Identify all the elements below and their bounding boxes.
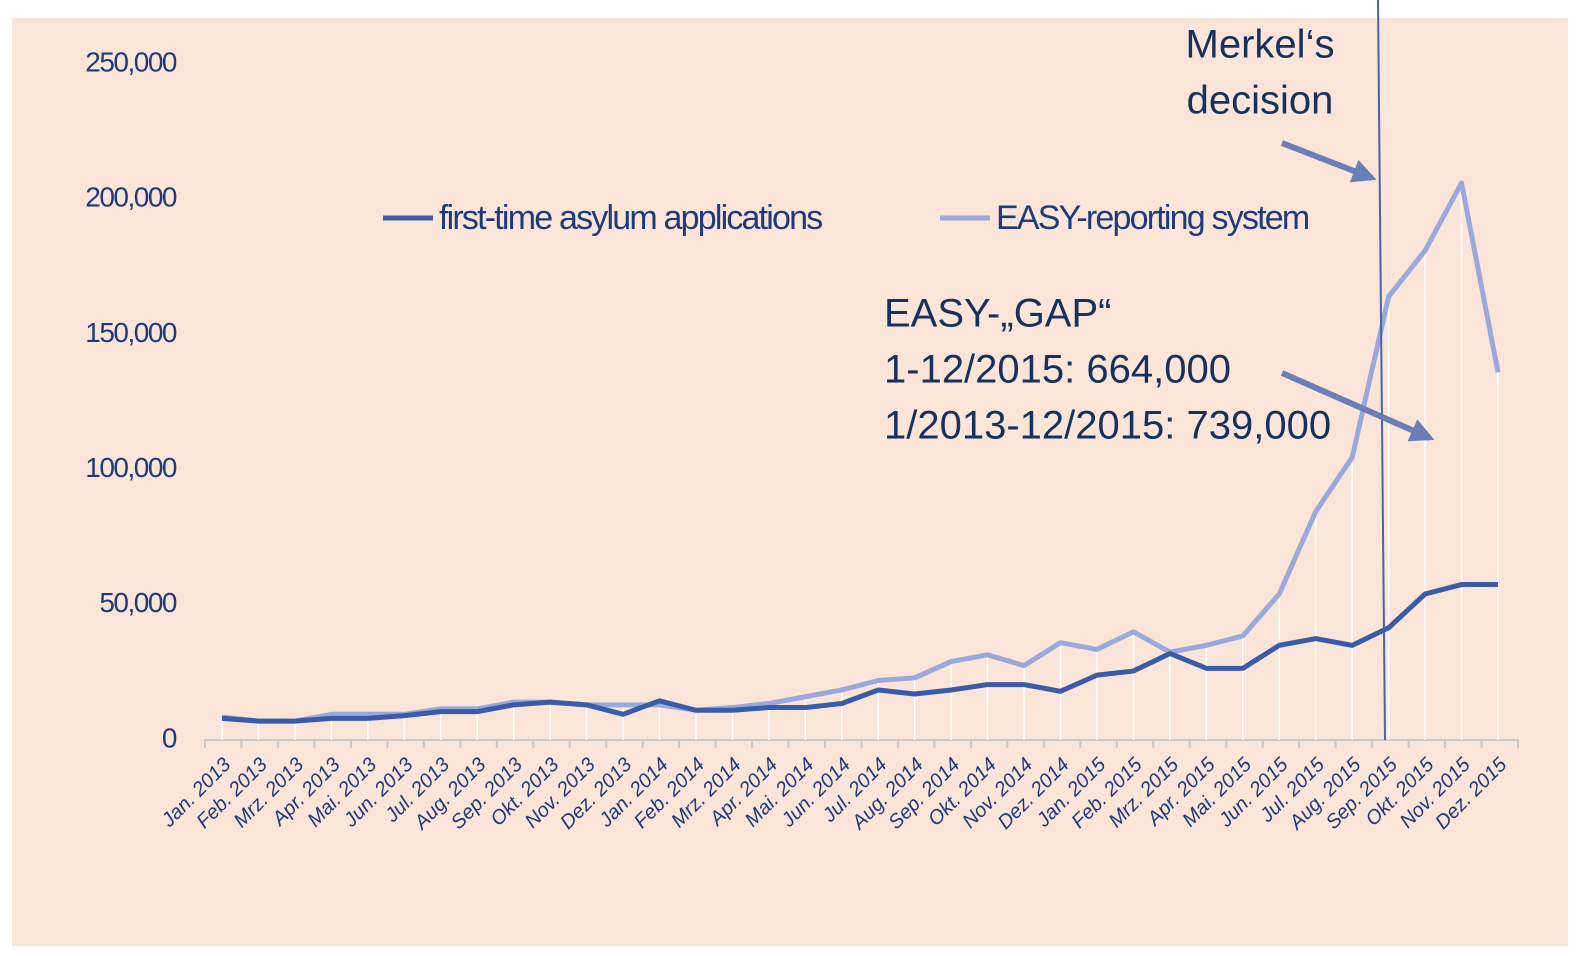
annotation: Merkel‘s — [1186, 23, 1335, 67]
decision-line — [1377, 0, 1386, 741]
series-line — [221, 582, 1498, 724]
y-tick-label: 100,000 — [85, 452, 177, 483]
y-tick-label: 150,000 — [85, 317, 177, 348]
arrow — [1280, 370, 1435, 442]
legend-label: EASY-reporting system — [996, 199, 1309, 237]
legend-label: first-time asylum applications — [439, 199, 822, 237]
plot-background — [12, 18, 1568, 946]
y-tick-label: 200,000 — [85, 182, 177, 213]
annotation: EASY-„GAP“ — [884, 292, 1111, 336]
annotation: decision — [1187, 79, 1334, 123]
y-tick-label: 0 — [162, 722, 177, 753]
annotation: 1-12/2015: 664,000 — [884, 348, 1231, 392]
annotation: 1/2013-12/2015: 739,000 — [884, 404, 1331, 448]
arrow — [1280, 140, 1377, 183]
y-tick-label: 250,000 — [85, 46, 177, 77]
y-tick-label: 50,000 — [99, 587, 177, 618]
